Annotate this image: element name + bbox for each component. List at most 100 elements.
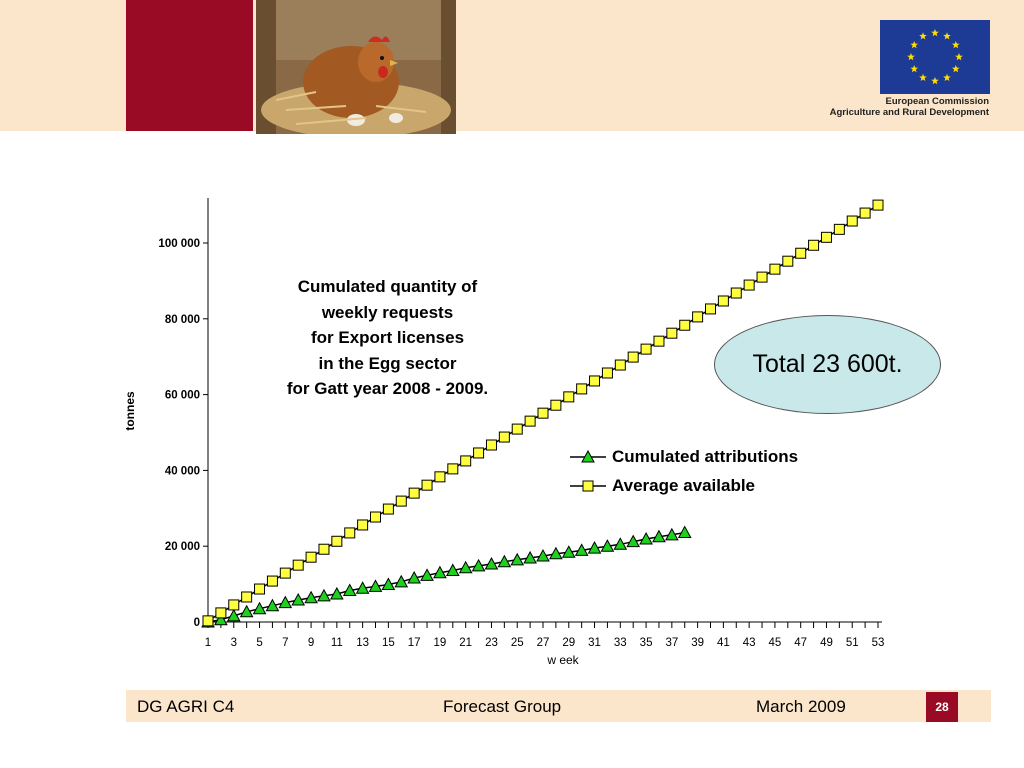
header-red-block xyxy=(126,0,253,131)
x-tick-label: 37 xyxy=(665,637,678,649)
data-point-attribution xyxy=(665,527,679,541)
x-tick-label: 15 xyxy=(382,637,395,649)
data-point-average xyxy=(395,495,407,507)
data-point-average xyxy=(782,255,794,267)
data-point-attribution xyxy=(639,531,653,545)
x-tick-label: 41 xyxy=(717,637,730,649)
data-point-average xyxy=(421,479,433,491)
x-tick-label: 5 xyxy=(256,637,262,649)
data-point-average xyxy=(692,311,704,323)
footer-bar: DG AGRI C4 Forecast Group March 2009 xyxy=(126,690,991,722)
data-point-average xyxy=(589,375,601,387)
eu-star-icon xyxy=(931,29,939,37)
eu-star-icon xyxy=(919,32,927,40)
chart-title-line: for Gatt year 2008 - 2009. xyxy=(286,379,489,398)
y-tick-label: 100 000 xyxy=(158,238,200,250)
data-point-attribution xyxy=(433,565,447,579)
data-point-average xyxy=(576,383,588,395)
x-tick-label: 27 xyxy=(537,637,550,649)
data-point-attribution xyxy=(587,541,602,554)
data-point-average xyxy=(679,319,691,331)
eu-star-icon xyxy=(943,32,951,40)
x-tick-label: 47 xyxy=(794,637,807,649)
data-point-average xyxy=(743,279,755,291)
eu-star-icon xyxy=(943,73,951,82)
data-point-attribution xyxy=(342,583,357,597)
data-point-average xyxy=(228,599,240,611)
data-point-attribution xyxy=(278,595,293,609)
data-point-average xyxy=(266,575,278,587)
legend-label: Average available xyxy=(612,475,756,495)
data-point-average xyxy=(370,511,381,523)
x-tick-label: 17 xyxy=(408,637,421,649)
x-tick-label: 53 xyxy=(872,637,885,649)
data-point-average xyxy=(717,295,729,307)
data-point-attribution xyxy=(574,543,589,556)
eu-caption: European Commission Agriculture and Rura… xyxy=(830,96,989,118)
x-tick-label: 31 xyxy=(588,637,601,649)
data-point-average xyxy=(730,287,742,299)
data-point-average xyxy=(846,215,858,227)
data-point-attribution xyxy=(291,592,306,606)
chart-title-line: for Export licenses xyxy=(310,328,465,347)
legend-item-average: Average available xyxy=(570,471,798,500)
eu-star-icon xyxy=(910,65,919,73)
x-tick-label: 51 xyxy=(846,637,859,649)
eu-star-icon xyxy=(951,41,960,49)
x-axis-label: w eek xyxy=(546,653,579,667)
data-point-attribution xyxy=(626,534,641,548)
data-point-attribution xyxy=(458,560,473,574)
x-tick-label: 39 xyxy=(691,637,704,649)
data-point-average xyxy=(408,487,420,499)
data-point-average xyxy=(820,231,832,243)
y-tick-label: 60 000 xyxy=(165,390,200,402)
data-point-average xyxy=(756,271,768,283)
total-callout: Total 23 600t. xyxy=(714,315,941,414)
data-point-average xyxy=(292,559,304,571)
x-tick-label: 35 xyxy=(640,637,653,649)
data-point-average xyxy=(485,439,497,451)
data-point-attribution xyxy=(523,550,537,564)
data-point-average xyxy=(769,263,781,275)
chart-legend: Cumulated attributions Average available xyxy=(570,442,798,500)
data-point-average xyxy=(318,543,330,555)
page-number: 28 xyxy=(926,692,958,722)
data-point-attribution xyxy=(252,601,267,615)
data-point-average xyxy=(357,519,369,531)
data-point-average xyxy=(627,351,639,363)
data-point-attribution xyxy=(445,563,460,576)
data-point-average xyxy=(795,247,807,259)
data-point-average xyxy=(344,527,356,539)
data-point-attribution xyxy=(420,568,434,581)
data-point-attribution xyxy=(239,604,254,618)
chart-title-line: in the Egg sector xyxy=(318,353,457,373)
data-point-average xyxy=(666,327,678,339)
eu-star-icon xyxy=(910,41,919,49)
y-tick-label: 0 xyxy=(194,617,200,629)
x-tick-label: 13 xyxy=(356,637,369,649)
data-point-attribution xyxy=(226,608,241,622)
x-tick-label: 49 xyxy=(820,637,833,649)
data-point-attribution xyxy=(214,612,228,626)
data-point-attribution xyxy=(317,588,331,602)
eu-star-icon xyxy=(919,73,927,82)
eu-star-icon xyxy=(931,77,939,85)
data-point-attribution xyxy=(407,570,421,584)
data-point-average xyxy=(279,567,291,579)
data-point-attribution xyxy=(471,558,486,572)
data-point-average xyxy=(872,199,884,211)
y-tick-label: 40 000 xyxy=(165,465,200,477)
x-tick-label: 19 xyxy=(434,637,447,649)
footer-left: DG AGRI C4 xyxy=(137,697,235,716)
data-point-attribution xyxy=(368,579,383,592)
data-point-average xyxy=(640,343,652,355)
x-tick-label: 43 xyxy=(743,637,756,649)
x-tick-label: 25 xyxy=(511,637,524,649)
data-point-attribution xyxy=(265,598,280,612)
data-point-attribution xyxy=(536,549,550,562)
data-point-attribution xyxy=(549,546,563,560)
eu-flag-logo xyxy=(880,20,990,94)
footer-center: Forecast Group xyxy=(443,697,562,716)
x-tick-label: 45 xyxy=(769,637,782,649)
